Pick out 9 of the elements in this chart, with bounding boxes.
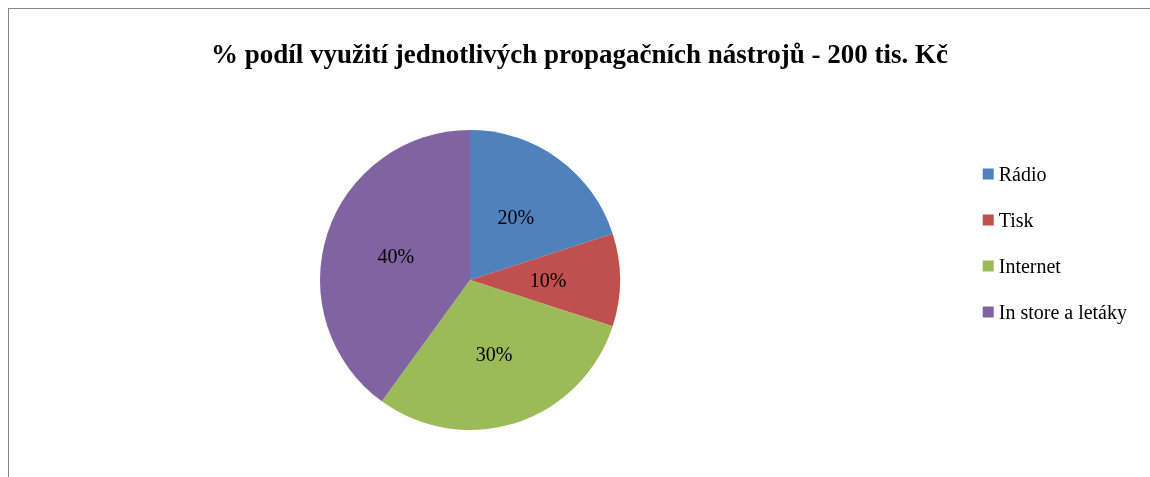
legend-label: In store a letáky [998, 301, 1127, 324]
legend-label: Rádio [998, 163, 1047, 185]
data-label: 20% [497, 205, 535, 228]
data-label: 10% [529, 269, 567, 291]
chart-title: % podíl využití jednotlivých propagačních nástrojů - 200 tis. Kč [210, 38, 949, 69]
data-label: 30% [475, 343, 513, 366]
data-label: 40% [377, 244, 415, 267]
legend-label: Internet [998, 255, 1062, 277]
legend-label: Tisk [998, 209, 1034, 231]
